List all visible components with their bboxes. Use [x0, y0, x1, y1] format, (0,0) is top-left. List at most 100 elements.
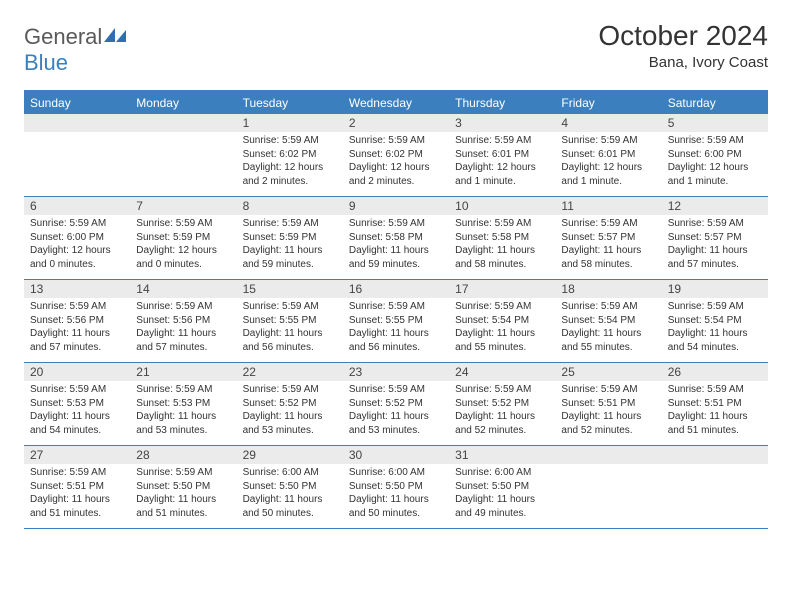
- daybody-row: Sunrise: 5:59 AMSunset: 6:00 PMDaylight:…: [24, 215, 768, 279]
- daynum-cell: 26: [662, 363, 768, 381]
- daybody-cell: Sunrise: 5:59 AMSunset: 6:02 PMDaylight:…: [343, 132, 449, 196]
- daybody-row: Sunrise: 5:59 AMSunset: 5:51 PMDaylight:…: [24, 464, 768, 528]
- dow-cell: Thursday: [449, 92, 555, 114]
- logo-word-1: General: [24, 24, 102, 49]
- daybody-cell: Sunrise: 5:59 AMSunset: 5:59 PMDaylight:…: [130, 215, 236, 279]
- daybody-row: Sunrise: 5:59 AMSunset: 6:02 PMDaylight:…: [24, 132, 768, 196]
- daynum-cell: 28: [130, 446, 236, 464]
- daynum-row: 13141516171819: [24, 280, 768, 298]
- daynum-cell: 2: [343, 114, 449, 132]
- daylight-line: Daylight: 11 hours and 51 minutes.: [668, 410, 762, 437]
- sunrise-line: Sunrise: 5:59 AM: [136, 300, 230, 314]
- sunrise-line: Sunrise: 5:59 AM: [30, 466, 124, 480]
- sunrise-line: Sunrise: 6:00 AM: [455, 466, 549, 480]
- logo: General Blue: [24, 20, 126, 76]
- daynum-cell: 9: [343, 197, 449, 215]
- sunset-line: Sunset: 5:50 PM: [243, 480, 337, 494]
- daynum-cell: [24, 114, 130, 132]
- daynum-cell: [662, 446, 768, 464]
- daynum-cell: 7: [130, 197, 236, 215]
- daylight-line: Daylight: 11 hours and 51 minutes.: [136, 493, 230, 520]
- daynum-cell: 29: [237, 446, 343, 464]
- daybody-cell: Sunrise: 5:59 AMSunset: 5:50 PMDaylight:…: [130, 464, 236, 528]
- daybody-cell: Sunrise: 5:59 AMSunset: 5:52 PMDaylight:…: [343, 381, 449, 445]
- daybody-cell: Sunrise: 5:59 AMSunset: 6:01 PMDaylight:…: [449, 132, 555, 196]
- calendar: SundayMondayTuesdayWednesdayThursdayFrid…: [24, 90, 768, 529]
- sunset-line: Sunset: 6:02 PM: [349, 148, 443, 162]
- week-divider: [24, 528, 768, 529]
- daylight-line: Daylight: 11 hours and 52 minutes.: [455, 410, 549, 437]
- sunrise-line: Sunrise: 5:59 AM: [561, 134, 655, 148]
- daybody-cell: Sunrise: 5:59 AMSunset: 5:57 PMDaylight:…: [662, 215, 768, 279]
- logo-sail-icon: [104, 28, 126, 44]
- daynum-cell: 27: [24, 446, 130, 464]
- daybody-cell: Sunrise: 5:59 AMSunset: 5:59 PMDaylight:…: [237, 215, 343, 279]
- sunset-line: Sunset: 5:51 PM: [668, 397, 762, 411]
- daybody-cell: Sunrise: 5:59 AMSunset: 5:55 PMDaylight:…: [343, 298, 449, 362]
- daynum-cell: 20: [24, 363, 130, 381]
- daylight-line: Daylight: 11 hours and 53 minutes.: [243, 410, 337, 437]
- sunset-line: Sunset: 5:51 PM: [561, 397, 655, 411]
- daynum-cell: 13: [24, 280, 130, 298]
- daynum-cell: 17: [449, 280, 555, 298]
- daybody-cell: Sunrise: 5:59 AMSunset: 6:00 PMDaylight:…: [24, 215, 130, 279]
- sunrise-line: Sunrise: 5:59 AM: [243, 217, 337, 231]
- sunrise-line: Sunrise: 5:59 AM: [30, 383, 124, 397]
- daybody-cell: Sunrise: 5:59 AMSunset: 6:01 PMDaylight:…: [555, 132, 661, 196]
- daynum-cell: 5: [662, 114, 768, 132]
- daylight-line: Daylight: 12 hours and 2 minutes.: [349, 161, 443, 188]
- daylight-line: Daylight: 11 hours and 55 minutes.: [455, 327, 549, 354]
- daylight-line: Daylight: 12 hours and 0 minutes.: [30, 244, 124, 271]
- sunrise-line: Sunrise: 5:59 AM: [561, 383, 655, 397]
- daylight-line: Daylight: 11 hours and 56 minutes.: [243, 327, 337, 354]
- daynum-cell: 1: [237, 114, 343, 132]
- sunrise-line: Sunrise: 6:00 AM: [349, 466, 443, 480]
- sunrise-line: Sunrise: 5:59 AM: [243, 134, 337, 148]
- daynum-row: 12345: [24, 114, 768, 132]
- daybody-cell: Sunrise: 5:59 AMSunset: 5:53 PMDaylight:…: [24, 381, 130, 445]
- daylight-line: Daylight: 11 hours and 56 minutes.: [349, 327, 443, 354]
- daylight-line: Daylight: 12 hours and 2 minutes.: [243, 161, 337, 188]
- daybody-cell: Sunrise: 6:00 AMSunset: 5:50 PMDaylight:…: [237, 464, 343, 528]
- sunset-line: Sunset: 5:55 PM: [243, 314, 337, 328]
- title-block: October 2024 Bana, Ivory Coast: [598, 20, 768, 71]
- sunset-line: Sunset: 5:50 PM: [455, 480, 549, 494]
- sunset-line: Sunset: 5:58 PM: [349, 231, 443, 245]
- daybody-cell: Sunrise: 5:59 AMSunset: 5:53 PMDaylight:…: [130, 381, 236, 445]
- location: Bana, Ivory Coast: [598, 54, 768, 71]
- sunrise-line: Sunrise: 5:59 AM: [349, 300, 443, 314]
- daynum-row: 2728293031: [24, 446, 768, 464]
- daybody-row: Sunrise: 5:59 AMSunset: 5:53 PMDaylight:…: [24, 381, 768, 445]
- sunset-line: Sunset: 5:53 PM: [30, 397, 124, 411]
- sunset-line: Sunset: 6:00 PM: [30, 231, 124, 245]
- sunset-line: Sunset: 5:52 PM: [349, 397, 443, 411]
- daynum-cell: 21: [130, 363, 236, 381]
- sunrise-line: Sunrise: 5:59 AM: [455, 383, 549, 397]
- daynum-cell: [130, 114, 236, 132]
- sunrise-line: Sunrise: 6:00 AM: [243, 466, 337, 480]
- sunset-line: Sunset: 5:57 PM: [668, 231, 762, 245]
- daybody-cell: [130, 132, 236, 196]
- daylight-line: Daylight: 11 hours and 54 minutes.: [668, 327, 762, 354]
- daylight-line: Daylight: 11 hours and 58 minutes.: [561, 244, 655, 271]
- dow-cell: Monday: [130, 92, 236, 114]
- sunset-line: Sunset: 5:57 PM: [561, 231, 655, 245]
- daynum-cell: 11: [555, 197, 661, 215]
- sunrise-line: Sunrise: 5:59 AM: [455, 217, 549, 231]
- dow-cell: Wednesday: [343, 92, 449, 114]
- sunrise-line: Sunrise: 5:59 AM: [349, 383, 443, 397]
- daylight-line: Daylight: 11 hours and 54 minutes.: [30, 410, 124, 437]
- sunrise-line: Sunrise: 5:59 AM: [136, 217, 230, 231]
- daynum-row: 20212223242526: [24, 363, 768, 381]
- daybody-cell: Sunrise: 5:59 AMSunset: 5:52 PMDaylight:…: [449, 381, 555, 445]
- daylight-line: Daylight: 12 hours and 1 minute.: [455, 161, 549, 188]
- daynum-cell: 16: [343, 280, 449, 298]
- daybody-cell: Sunrise: 5:59 AMSunset: 5:54 PMDaylight:…: [555, 298, 661, 362]
- sunset-line: Sunset: 6:02 PM: [243, 148, 337, 162]
- sunset-line: Sunset: 5:56 PM: [30, 314, 124, 328]
- daylight-line: Daylight: 11 hours and 53 minutes.: [349, 410, 443, 437]
- daybody-cell: Sunrise: 5:59 AMSunset: 5:51 PMDaylight:…: [24, 464, 130, 528]
- daynum-cell: 15: [237, 280, 343, 298]
- daynum-cell: [555, 446, 661, 464]
- daylight-line: Daylight: 11 hours and 53 minutes.: [136, 410, 230, 437]
